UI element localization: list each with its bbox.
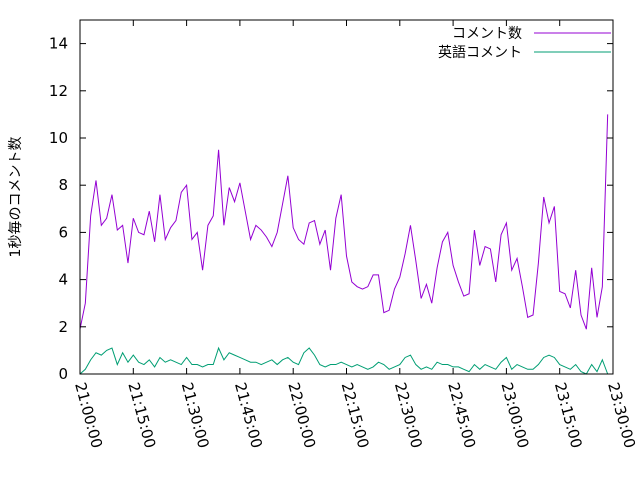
y-tick-label: 6	[58, 223, 68, 241]
legend-label-0: コメント数	[452, 26, 522, 42]
y-tick-label: 2	[58, 318, 68, 336]
y-axis-label: 1秒毎のコメント数	[8, 137, 24, 258]
y-tick-label: 14	[49, 35, 68, 53]
series-line-1	[79, 346, 609, 375]
y-tick-label: 10	[49, 129, 68, 147]
series-layer	[79, 114, 609, 375]
y-tick-label: 8	[58, 176, 68, 194]
y-tick-label: 12	[49, 82, 68, 100]
legend-label-1: 英語コメント	[438, 44, 522, 61]
y-tick-label: 4	[58, 271, 68, 289]
y-tick-label: 0	[58, 365, 68, 383]
series-line-0	[79, 114, 609, 330]
